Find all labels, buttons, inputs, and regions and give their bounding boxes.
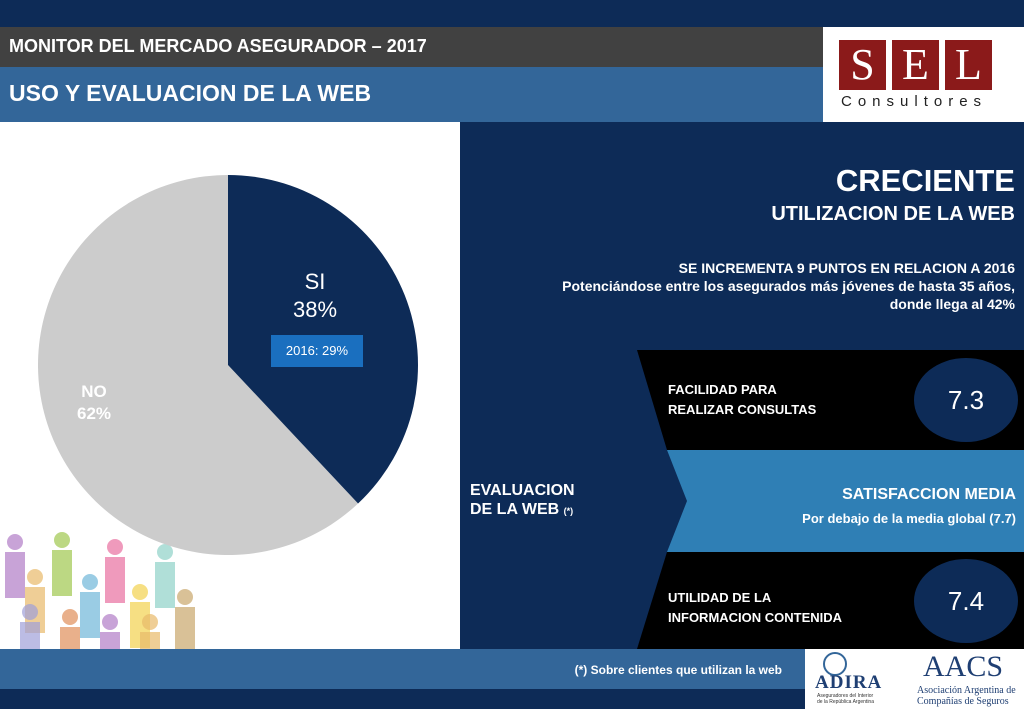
logo-letter-s: S <box>839 40 886 90</box>
person-body <box>20 622 40 649</box>
person-head <box>82 574 98 590</box>
no-value: 62% <box>76 404 112 423</box>
satisfaction-sub: Por debajo de la media global (7.7) <box>802 511 1016 526</box>
percent-text: donde llega al 42% <box>889 296 1015 312</box>
young-text: Potenciándose entre los asegurados más j… <box>562 278 1015 294</box>
sel-logo: S E L Consultores <box>823 27 1024 122</box>
partner-logos: ADIRA Aseguradores del Interior de la Re… <box>805 649 1024 709</box>
row3-line2: INFORMACION CONTENIDA <box>668 610 843 625</box>
person-head <box>142 614 158 630</box>
page-subtitle: USO Y EVALUACION DE LA WEB <box>9 80 372 106</box>
row1-line1: FACILIDAD PARA <box>668 382 777 397</box>
person-body <box>52 550 72 596</box>
pie-slice-no <box>38 175 359 555</box>
no-label-group: NO 62% <box>54 381 134 425</box>
footnote: (*) Sobre clientes que utilizan la web <box>574 663 782 677</box>
aacs-sub2: Compañías de Seguros <box>917 696 1009 707</box>
si-value: 38% <box>292 297 338 322</box>
row1-line2: REALIZAR CONSULTAS <box>668 402 817 417</box>
person-body <box>100 632 120 649</box>
row3-label: UTILIDAD DE LA INFORMACION CONTENIDA <box>668 588 842 628</box>
si-label-group: SI 38% <box>265 268 365 324</box>
subtitle-bar: USO Y EVALUACION DE LA WEB <box>0 67 823 122</box>
person-body <box>155 562 175 608</box>
person-head <box>62 609 78 625</box>
evaluation-label: EVALUACION DE LA WEB (*) <box>470 481 575 521</box>
headline: CRECIENTE <box>835 163 1015 198</box>
row3-line1: UTILIDAD DE LA <box>668 590 772 605</box>
person-head <box>7 534 23 550</box>
headline-sub: UTILIZACION DE LA WEB <box>771 203 1015 225</box>
person-head <box>27 569 43 585</box>
aacs-sub: Asociación Argentina de Compañías de Seg… <box>917 685 1016 707</box>
pie-chart <box>5 175 418 649</box>
increase-text: SE INCREMENTA 9 PUNTOS EN RELACION A 201… <box>678 260 1015 276</box>
satisfaction-title: SATISFACCION MEDIA <box>842 486 1016 503</box>
adira-sub: Aseguradores del Interior de la Repúblic… <box>817 693 874 705</box>
person-head <box>54 532 70 548</box>
adira-sub2: de la República Argentina <box>817 699 874 705</box>
people-illustration <box>5 532 195 649</box>
person-body <box>60 627 80 649</box>
aacs-sub1: Asociación Argentina de <box>917 685 1016 696</box>
title-bar: MONITOR DEL MERCADO ASEGURADOR – 2017 <box>0 27 823 67</box>
aacs-name: AACS <box>923 650 1004 683</box>
si-label: SI <box>304 269 326 294</box>
badge-2016: 2016: 29% <box>271 335 363 367</box>
person-body <box>105 557 125 603</box>
person-head <box>157 544 173 560</box>
person-body <box>5 552 25 598</box>
logo-letter-l: L <box>945 40 992 90</box>
evaluation-label-2: DE LA WEB (*) <box>470 500 575 521</box>
score-circle-3: 7.4 <box>914 559 1018 643</box>
person-head <box>107 539 123 555</box>
adira-name: ADIRA <box>815 672 883 693</box>
logo-letter-e: E <box>892 40 939 90</box>
person-head <box>102 614 118 630</box>
evaluation-label-1: EVALUACION <box>470 482 575 499</box>
person-head <box>132 584 148 600</box>
top-bar <box>0 0 1024 27</box>
row1-label: FACILIDAD PARA REALIZAR CONSULTAS <box>668 380 816 420</box>
evaluation-label-2-text: DE LA WEB <box>470 501 560 518</box>
bottom-strip <box>0 689 1024 709</box>
person-body <box>140 632 160 649</box>
row2-banner <box>667 450 1024 552</box>
note-mark: (*) <box>563 506 574 516</box>
person-head <box>177 589 193 605</box>
person-body <box>80 592 100 638</box>
person-body <box>175 607 195 649</box>
page-title: MONITOR DEL MERCADO ASEGURADOR – 2017 <box>9 36 427 56</box>
adira-sub1: Aseguradores del Interior <box>817 693 874 699</box>
person-head <box>22 604 38 620</box>
score-circle-1: 7.3 <box>914 358 1018 442</box>
no-label: NO <box>81 382 107 401</box>
logo-subtext: Consultores <box>841 93 988 110</box>
adira-emblem-icon <box>823 652 847 676</box>
